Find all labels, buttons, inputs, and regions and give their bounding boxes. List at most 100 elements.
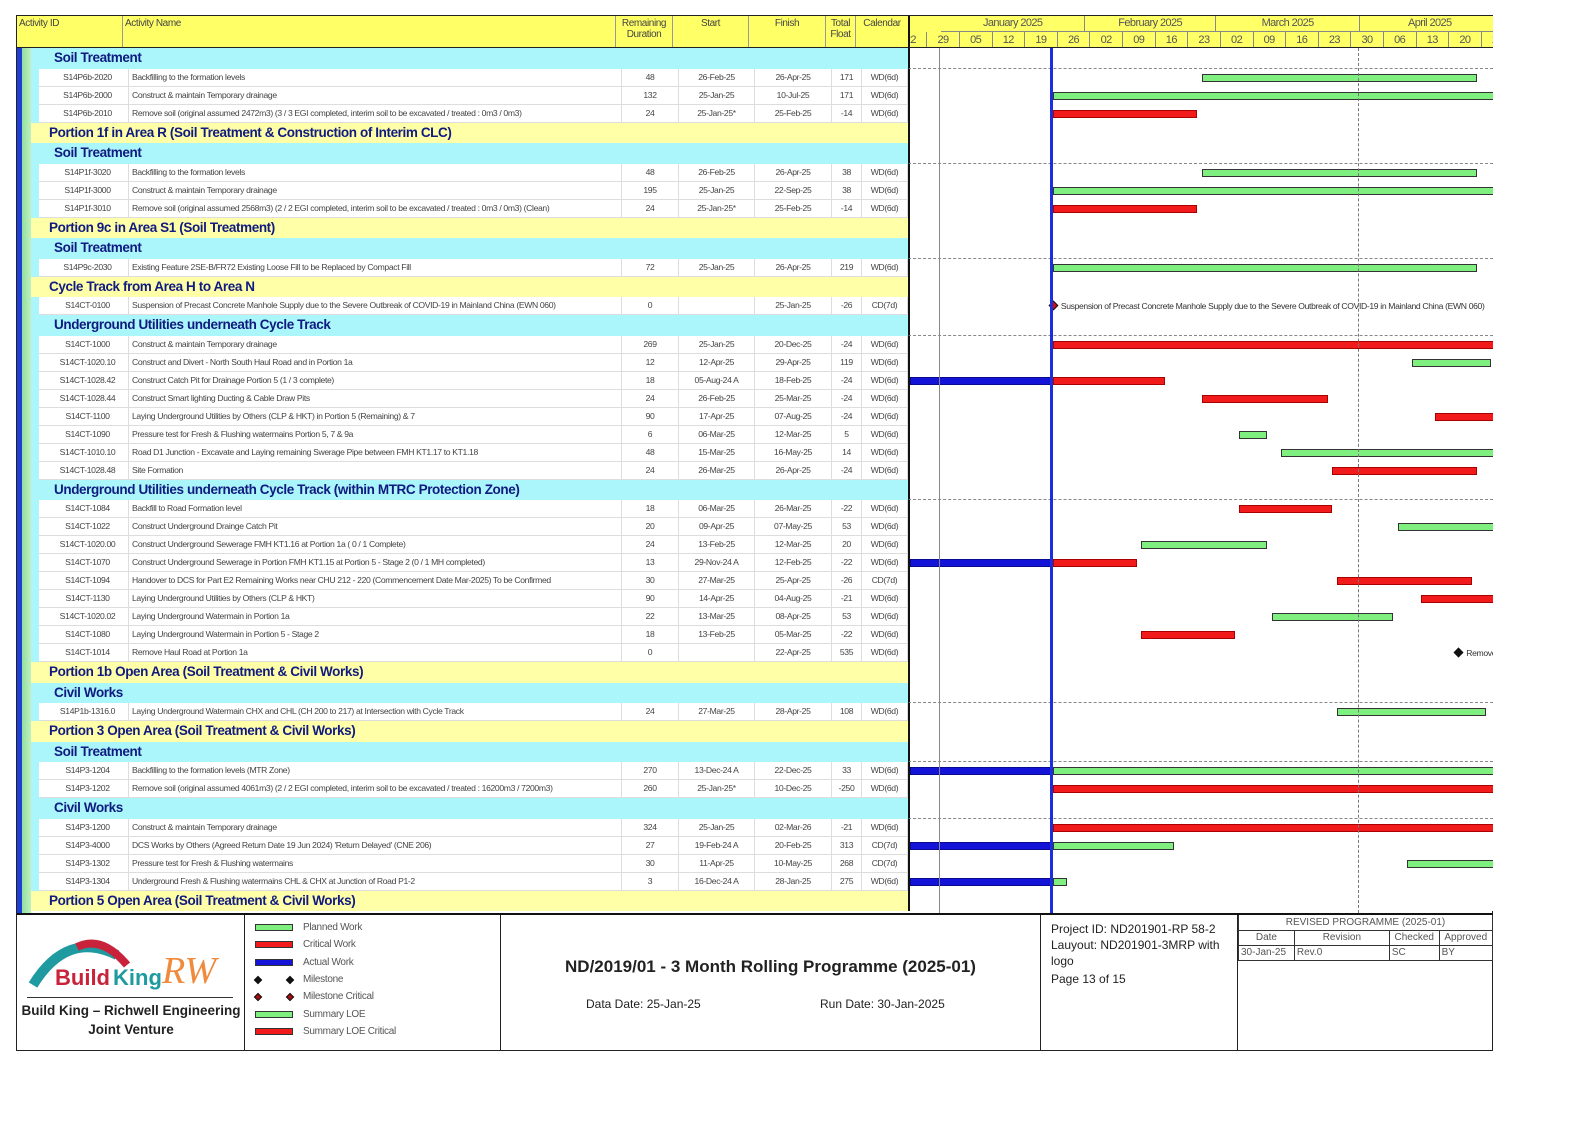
planned-work-bar[interactable] — [1141, 541, 1268, 549]
actual-work-bar[interactable] — [910, 559, 1053, 567]
wbs-group-header[interactable]: Portion 5 Open Area (Soil Treatment & Ci… — [17, 890, 1493, 911]
table-row[interactable]: S14P1f-3010 Remove soil (original assumed… — [17, 199, 1493, 218]
col-calendar[interactable]: Calendar — [863, 18, 901, 29]
table-row[interactable]: S14P1f-3020 Backfilling to the formation … — [17, 163, 1493, 182]
wbs-subgroup-header[interactable]: Soil Treatment — [17, 741, 1493, 762]
critical-work-bar[interactable] — [1420, 595, 1493, 603]
table-row[interactable]: S14P6b-2010 Remove soil (original assumed… — [17, 104, 1493, 123]
table-row[interactable]: S14CT-1020.02 Laying Underground Watermai… — [17, 608, 1493, 626]
actual-work-bar[interactable] — [910, 767, 1053, 775]
critical-work-bar[interactable] — [1052, 559, 1137, 567]
wbs-subgroup-header[interactable]: Civil Works — [17, 798, 1493, 819]
planned-work-bar[interactable] — [1052, 186, 1493, 195]
critical-work-bar[interactable] — [1332, 466, 1477, 475]
wbs-group-header[interactable]: Portion 3 Open Area (Soil Treatment & Ci… — [17, 721, 1493, 742]
col-activity-id[interactable]: Activity ID — [17, 16, 123, 47]
col-start[interactable]: Start — [673, 16, 749, 47]
table-row[interactable]: S14CT-1080 Laying Underground Watermain i… — [17, 626, 1493, 644]
table-row[interactable]: S14CT-1022 Construct Underground Drainge … — [17, 518, 1493, 536]
activity-name: Construct Underground Drainge Catch Pit — [129, 518, 622, 535]
planned-work-bar[interactable] — [1052, 767, 1493, 775]
col-total-float[interactable]: Total Float — [826, 16, 856, 47]
row-cells: S14P1f-3000 Construct & maintain Temporar… — [31, 181, 908, 200]
actual-work-bar[interactable] — [910, 376, 1053, 385]
gantt-row — [908, 626, 1493, 644]
critical-work-bar[interactable] — [1434, 412, 1493, 421]
planned-work-bar[interactable] — [1411, 358, 1491, 367]
planned-work-bar[interactable] — [1271, 613, 1393, 621]
critical-work-bar[interactable] — [1052, 785, 1493, 793]
activity-name: Existing Feature 2SE-B/FR72 Existing Loo… — [129, 258, 622, 276]
wbs-subgroup-header[interactable]: Underground Utilities underneath Cycle T… — [17, 479, 1493, 500]
table-row[interactable]: S14CT-1020.10 Construct and Divert - Nort… — [17, 353, 1493, 372]
wbs-group-header[interactable]: Cycle Track from Area H to Area N — [17, 276, 1493, 297]
planned-work-bar[interactable] — [1052, 91, 1493, 100]
planned-work-bar[interactable] — [1281, 448, 1493, 457]
planned-work-bar[interactable] — [1052, 877, 1067, 886]
row-cells: S14P3-1202 Remove soil (original assumed … — [31, 780, 908, 798]
planned-work-bar[interactable] — [1201, 168, 1477, 177]
wbs-strip — [17, 48, 22, 913]
critical-work-bar[interactable] — [1052, 204, 1198, 213]
table-row[interactable]: S14CT-1090 Pressure test for Fresh & Flus… — [17, 425, 1493, 444]
actual-work-bar[interactable] — [910, 877, 1053, 886]
table-row[interactable]: S14P1f-3000 Construct & maintain Temporar… — [17, 181, 1493, 200]
table-row[interactable]: S14P6b-2020 Backfilling to the formation … — [17, 68, 1493, 87]
table-row[interactable]: S14CT-1028.44 Construct Smart lighting Du… — [17, 389, 1493, 408]
planned-work-bar[interactable] — [1201, 73, 1477, 82]
planned-work-bar[interactable] — [1052, 841, 1174, 850]
wbs-subgroup-header[interactable]: Soil Treatment — [17, 143, 1493, 164]
table-row[interactable]: S14CT-1020.00 Construct Underground Sewer… — [17, 536, 1493, 554]
planned-work-bar[interactable] — [1337, 708, 1487, 716]
col-activity-name[interactable]: Activity Name — [123, 16, 616, 47]
table-row[interactable]: S14P3-1204 Backfilling to the formation l… — [17, 762, 1493, 780]
actual-work-bar[interactable] — [910, 841, 1053, 850]
planned-work-bar[interactable] — [1052, 263, 1477, 272]
planned-work-bar[interactable] — [1406, 859, 1493, 868]
critical-work-bar[interactable] — [1141, 631, 1235, 639]
table-row[interactable]: S14P3-1200 Construct & maintain Temporary… — [17, 818, 1493, 837]
table-row[interactable]: S14CT-1010.10 Road D1 Junction - Excavate… — [17, 443, 1493, 462]
table-row[interactable]: S14CT-1100 Laying Underground Utilities b… — [17, 407, 1493, 426]
table-row[interactable]: S14P3-1202 Remove soil (original assumed … — [17, 780, 1493, 798]
table-row[interactable]: S14P3-1304 Underground Fresh & Flushing w… — [17, 872, 1493, 891]
wbs-subgroup-header[interactable]: Soil Treatment — [17, 48, 1493, 69]
critical-work-bar[interactable] — [1052, 823, 1493, 832]
table-row[interactable]: S14CT-1000 Construct & maintain Temporary… — [17, 335, 1493, 354]
table-row[interactable]: S14CT-1094 Handover to DCS for Part E2 Re… — [17, 572, 1493, 590]
table-row[interactable]: S14P3-1302 Pressure test for Fresh & Flus… — [17, 854, 1493, 873]
wbs-band: Soil Treatment — [31, 143, 908, 164]
table-row[interactable]: S14CT-0100 Suspension of Precast Concrete… — [17, 297, 1493, 315]
planned-work-bar[interactable] — [1397, 523, 1493, 531]
wbs-label: Portion 1f in Area R (Soil Treatment & C… — [49, 124, 452, 140]
milestone-diamond-icon[interactable] — [1048, 300, 1059, 311]
rev-header-checked: Checked — [1388, 929, 1440, 946]
wbs-group-header[interactable]: Portion 9c in Area S1 (Soil Treatment) — [17, 217, 1493, 238]
table-row[interactable]: S14CT-1130 Laying Underground Utilities b… — [17, 590, 1493, 608]
table-row[interactable]: S14P3-4000 DCS Works by Others (Agreed Re… — [17, 836, 1493, 855]
table-row[interactable]: S14CT-1070 Construct Underground Sewerage… — [17, 554, 1493, 572]
milestone-diamond-icon[interactable] — [1453, 647, 1464, 658]
wbs-subgroup-header[interactable]: Soil Treatment — [17, 238, 1493, 259]
critical-work-bar[interactable] — [1052, 376, 1165, 385]
table-row[interactable]: S14P9c-2030 Existing Feature 2SE-B/FR72 E… — [17, 258, 1493, 277]
critical-work-bar[interactable] — [1052, 340, 1493, 349]
wbs-subgroup-header[interactable]: Underground Utilities underneath Cycle T… — [17, 315, 1493, 336]
col-remaining-duration[interactable]: Remaining Duration — [616, 16, 673, 47]
wbs-group-header[interactable]: Portion 1f in Area R (Soil Treatment & C… — [17, 122, 1493, 143]
wbs-label: Underground Utilities underneath Cycle T… — [54, 317, 331, 332]
col-finish[interactable]: Finish — [749, 16, 826, 47]
table-row[interactable]: S14CT-1014 Remove Haul Road at Portion 1a… — [17, 644, 1493, 662]
planned-work-bar[interactable] — [1239, 430, 1268, 439]
table-row[interactable]: S14CT-1028.42 Construct Catch Pit for Dra… — [17, 371, 1493, 390]
critical-work-bar[interactable] — [1239, 505, 1333, 513]
table-row[interactable]: S14CT-1028.48 Site Formation 24 26-Mar-25 26… — [17, 461, 1493, 480]
critical-work-bar[interactable] — [1052, 109, 1198, 118]
critical-work-bar[interactable] — [1201, 394, 1328, 403]
wbs-group-header[interactable]: Portion 1b Open Area (Soil Treatment & C… — [17, 662, 1493, 683]
table-row[interactable]: S14CT-1084 Backfill to Road Formation lev… — [17, 500, 1493, 518]
table-row[interactable]: S14P1b-1316.0 Laying Underground Watermai… — [17, 703, 1493, 721]
wbs-subgroup-header[interactable]: Civil Works — [17, 682, 1493, 703]
table-row[interactable]: S14P6b-2000 Construct & maintain Temporar… — [17, 86, 1493, 105]
critical-work-bar[interactable] — [1337, 577, 1473, 585]
